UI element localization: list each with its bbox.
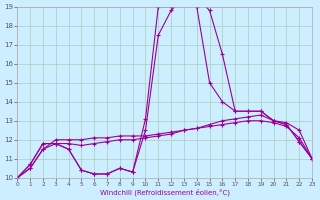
- X-axis label: Windchill (Refroidissement éolien,°C): Windchill (Refroidissement éolien,°C): [100, 188, 230, 196]
